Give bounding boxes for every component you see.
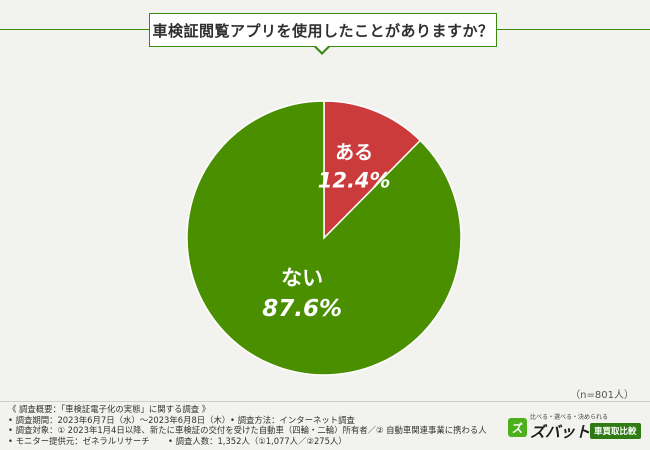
sample-size: （n=801人） bbox=[570, 390, 634, 401]
survey-target: • 調査対象：① 2023年1月4日以降、新たに車検証の交付を受けた自動車（四輪… bbox=[8, 425, 487, 435]
survey-period: • 調査期間：2023年6月7日（水）～2023年6月8日（木） bbox=[8, 414, 231, 425]
title-rule-left bbox=[0, 29, 149, 30]
logo-mark-icon: ズ bbox=[508, 418, 527, 437]
overview-title: 《 調査概要：「車検証電子化の実態」に関する調査 》 bbox=[8, 404, 211, 414]
footer-divider bbox=[0, 401, 650, 402]
survey-method: • 調査方法：インターネット調査 bbox=[230, 414, 355, 425]
logo-name: ズバット bbox=[530, 423, 591, 441]
pie-slice-yes bbox=[323, 100, 422, 240]
logo-badge: 車買取比較 bbox=[590, 423, 641, 439]
survey-count: • 調査人数：1,352人（①1,077人／②275人） bbox=[168, 435, 347, 446]
slice-label-yes: ある bbox=[335, 141, 373, 163]
title-rule-right bbox=[497, 29, 650, 30]
slice-label-no: ない bbox=[281, 266, 323, 290]
logo-tagline: 比べる・選べる・決められる bbox=[530, 414, 609, 421]
pie-slice-no bbox=[186, 100, 462, 376]
survey-overview: 《 調査概要：「車検証電子化の実態」に関する調査 》 • 調査期間：2023年6… bbox=[8, 404, 498, 446]
slice-value-no: 87.6% bbox=[262, 296, 342, 322]
title-pointer-inner bbox=[315, 45, 329, 52]
slice-value-yes: 12.4% bbox=[318, 168, 391, 192]
zubat-logo: 比べる・選べる・決められる ズ ズバット 車買取比較 bbox=[508, 412, 643, 444]
monitor-provider: • モニター提供元：ゼネラルリサーチ bbox=[8, 435, 150, 446]
pie-chart: ある 12.4% ない 87.6% bbox=[186, 100, 462, 376]
